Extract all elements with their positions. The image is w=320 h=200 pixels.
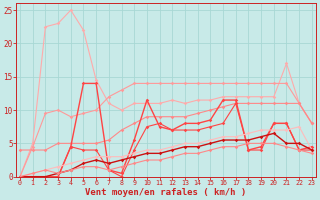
X-axis label: Vent moyen/en rafales ( km/h ): Vent moyen/en rafales ( km/h ) bbox=[85, 188, 247, 197]
